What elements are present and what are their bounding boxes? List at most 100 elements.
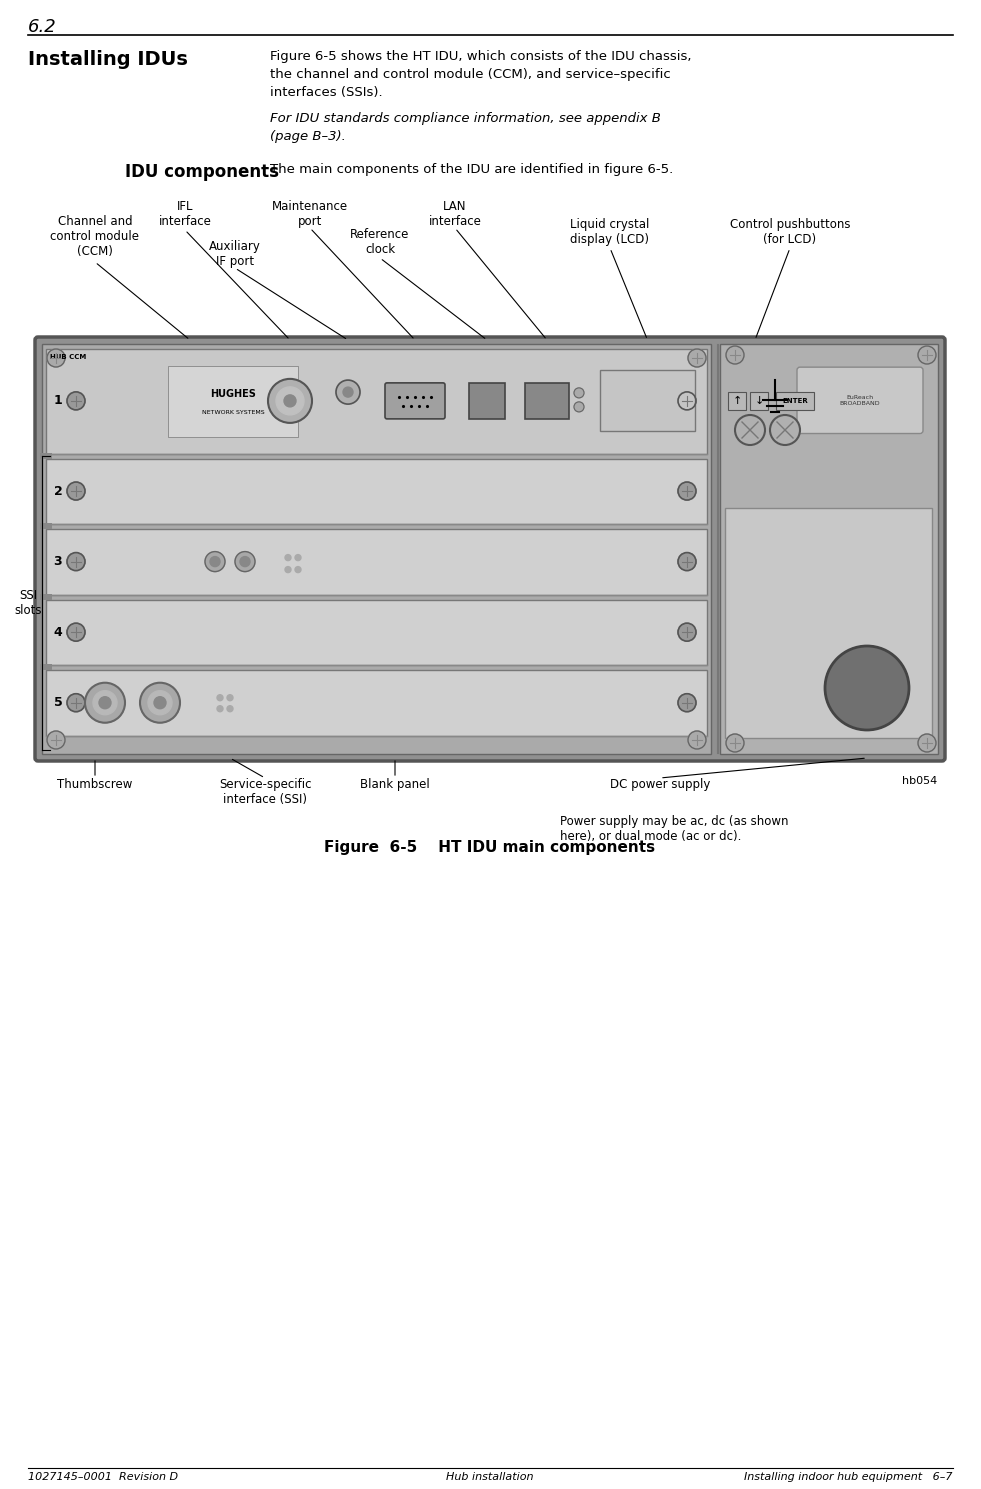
Text: the channel and control module (CCM), and service–specific: the channel and control module (CCM), an… [270, 68, 671, 80]
Circle shape [67, 694, 85, 712]
Circle shape [67, 552, 85, 570]
Circle shape [148, 691, 172, 715]
Text: Liquid crystal
display (LCD): Liquid crystal display (LCD) [570, 217, 649, 246]
FancyBboxPatch shape [725, 508, 932, 739]
Circle shape [217, 695, 223, 701]
Circle shape [47, 731, 65, 749]
Circle shape [726, 345, 744, 363]
Circle shape [574, 402, 584, 412]
Circle shape [295, 554, 301, 560]
Circle shape [825, 646, 909, 730]
Circle shape [205, 551, 225, 572]
FancyBboxPatch shape [776, 392, 814, 409]
Circle shape [47, 348, 65, 366]
Circle shape [85, 683, 125, 722]
FancyBboxPatch shape [40, 523, 52, 529]
Text: Figure  6-5    HT IDU main components: Figure 6-5 HT IDU main components [325, 840, 655, 855]
Text: NETWORK SYSTEMS: NETWORK SYSTEMS [202, 409, 264, 414]
Text: Hub installation: Hub installation [446, 1473, 534, 1482]
Text: SSI
slots: SSI slots [15, 588, 42, 616]
Circle shape [678, 624, 696, 642]
Circle shape [574, 387, 584, 398]
Circle shape [240, 557, 250, 567]
Circle shape [285, 554, 291, 560]
Text: Installing IDUs: Installing IDUs [28, 51, 188, 68]
Text: Service-specific
interface (SSI): Service-specific interface (SSI) [219, 777, 311, 806]
Text: IFL
interface: IFL interface [159, 200, 212, 228]
Circle shape [93, 691, 117, 715]
Text: Auxiliary
IF port: Auxiliary IF port [209, 240, 261, 268]
Circle shape [918, 345, 936, 363]
Text: (page B–3).: (page B–3). [270, 130, 346, 143]
Text: 1027145–0001  Revision D: 1027145–0001 Revision D [28, 1473, 179, 1482]
Circle shape [688, 348, 706, 366]
Circle shape [678, 694, 696, 712]
FancyBboxPatch shape [42, 344, 711, 753]
Circle shape [227, 695, 233, 701]
Circle shape [735, 415, 765, 445]
Circle shape [726, 734, 744, 752]
Circle shape [678, 392, 696, 409]
Text: Reference
clock: Reference clock [350, 228, 410, 256]
Text: interfaces (SSIs).: interfaces (SSIs). [270, 86, 383, 98]
Text: Control pushbuttons
(for LCD): Control pushbuttons (for LCD) [730, 217, 851, 246]
Circle shape [918, 734, 936, 752]
Circle shape [276, 387, 304, 415]
Circle shape [154, 697, 166, 709]
Text: The main components of the IDU are identified in figure 6-5.: The main components of the IDU are ident… [270, 162, 673, 176]
Circle shape [268, 378, 312, 423]
FancyBboxPatch shape [46, 348, 707, 454]
Circle shape [67, 624, 85, 642]
Circle shape [227, 706, 233, 712]
Circle shape [210, 557, 220, 567]
Circle shape [285, 567, 291, 573]
FancyBboxPatch shape [750, 392, 768, 409]
Circle shape [336, 380, 360, 404]
Circle shape [67, 392, 85, 409]
Circle shape [235, 551, 255, 572]
Text: For IDU standards compliance information, see appendix B: For IDU standards compliance information… [270, 112, 661, 125]
FancyBboxPatch shape [40, 453, 52, 459]
Text: DC power supply: DC power supply [610, 777, 710, 791]
Circle shape [678, 552, 696, 570]
Text: 5: 5 [54, 697, 63, 709]
Text: ENTER: ENTER [782, 398, 808, 404]
FancyBboxPatch shape [720, 344, 938, 753]
FancyBboxPatch shape [46, 529, 707, 596]
Circle shape [217, 706, 223, 712]
Text: IDU components: IDU components [125, 162, 279, 182]
Text: Channel and
control module
(CCM): Channel and control module (CCM) [50, 214, 139, 258]
Text: HUB CCM: HUB CCM [50, 354, 86, 360]
Text: 1: 1 [54, 395, 63, 408]
FancyBboxPatch shape [797, 368, 923, 433]
Circle shape [295, 567, 301, 573]
FancyBboxPatch shape [728, 392, 746, 409]
FancyBboxPatch shape [46, 670, 707, 736]
Text: 6.2: 6.2 [28, 18, 57, 36]
FancyBboxPatch shape [40, 594, 52, 600]
FancyBboxPatch shape [46, 600, 707, 666]
Text: ↓: ↓ [754, 396, 763, 406]
Text: LAN
interface: LAN interface [429, 200, 482, 228]
Circle shape [688, 731, 706, 749]
Circle shape [284, 395, 296, 406]
Text: Power supply may be ac, dc (as shown
here), or dual mode (ac or dc).: Power supply may be ac, dc (as shown her… [560, 814, 789, 843]
Text: Blank panel: Blank panel [360, 777, 430, 791]
Circle shape [343, 387, 353, 398]
Text: EuReach
BROADBAND: EuReach BROADBAND [840, 395, 880, 405]
FancyBboxPatch shape [35, 337, 945, 761]
Text: ↑: ↑ [732, 396, 742, 406]
FancyBboxPatch shape [46, 459, 707, 524]
Circle shape [140, 683, 180, 722]
Text: hb054: hb054 [902, 776, 937, 786]
FancyBboxPatch shape [385, 383, 445, 418]
Text: 2: 2 [54, 484, 63, 497]
Text: Maintenance
port: Maintenance port [272, 200, 348, 228]
FancyBboxPatch shape [40, 664, 52, 670]
Text: 4: 4 [54, 625, 63, 639]
FancyBboxPatch shape [525, 383, 569, 418]
Circle shape [678, 482, 696, 500]
FancyBboxPatch shape [168, 366, 298, 438]
Circle shape [99, 697, 111, 709]
FancyBboxPatch shape [600, 371, 695, 430]
